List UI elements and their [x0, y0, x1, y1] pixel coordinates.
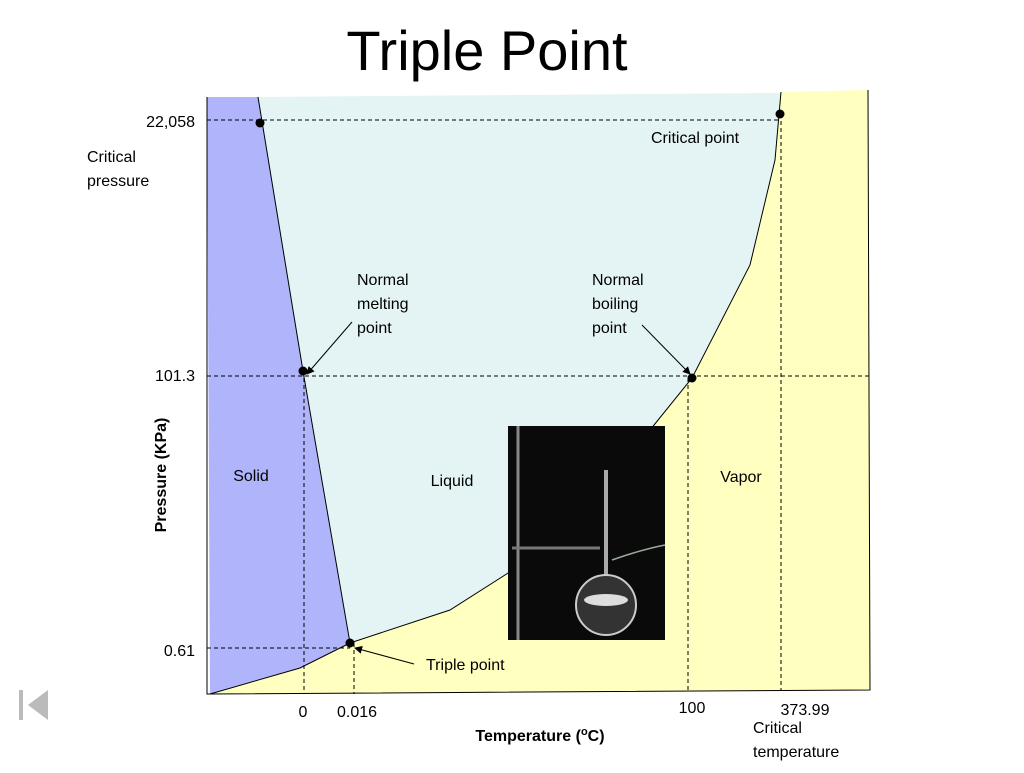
x-tick-label: 100: [679, 700, 706, 717]
point-label: point: [357, 320, 392, 337]
liquid-region: [258, 93, 781, 643]
annotation: Critical: [87, 149, 136, 166]
frame: [206, 89, 871, 695]
point-label: Critical point: [651, 130, 740, 147]
region-label: Liquid: [431, 473, 474, 490]
x-tick-label: 0: [299, 704, 308, 721]
region-label: Vapor: [720, 469, 762, 486]
point-label: point: [592, 320, 627, 337]
vapor-region: [210, 90, 870, 694]
point-marker: [687, 373, 697, 383]
arrow: [641, 324, 691, 375]
point-marker: [345, 638, 355, 648]
point-label: Triple point: [426, 657, 505, 674]
navigation-icon[interactable]: [19, 690, 48, 720]
annotation: temperature: [753, 744, 839, 761]
photo: [508, 426, 666, 640]
x-axis-title: Temperature (oC): [475, 726, 604, 745]
point-marker: [298, 366, 308, 376]
y-axis-title: Pressure (KPa): [153, 418, 170, 533]
x-tick-label: 373.99: [781, 702, 830, 719]
y-tick-label: 0.61: [164, 643, 195, 660]
title: Triple Point: [346, 19, 628, 82]
annotation: Critical: [753, 720, 802, 737]
solid-region: [207, 97, 350, 694]
point-marker: [775, 109, 785, 119]
x-tick-label: 0.016: [337, 704, 377, 721]
region-label: Solid: [233, 468, 269, 485]
point-label: Normal: [592, 272, 644, 289]
arrow: [306, 321, 353, 375]
point-label: melting: [357, 296, 409, 313]
point-label: Normal: [357, 272, 409, 289]
point-marker: [255, 118, 265, 128]
point-label: boiling: [592, 296, 638, 313]
arrow: [354, 645, 415, 665]
y-tick-label: 101.3: [155, 368, 195, 385]
annotation: pressure: [87, 173, 149, 190]
y-tick-label: 22,058: [146, 114, 195, 131]
